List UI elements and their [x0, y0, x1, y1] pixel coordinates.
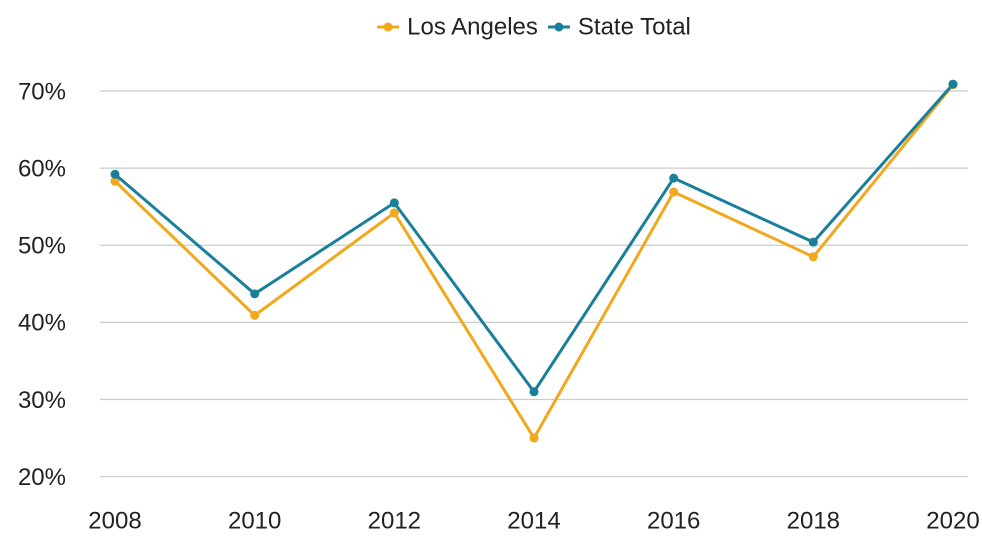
y-tick-label: 40%	[18, 310, 66, 337]
x-tick-label: 2018	[787, 507, 840, 534]
point	[808, 237, 818, 247]
point	[808, 252, 818, 262]
x-tick-label: 2012	[368, 507, 421, 534]
legend: Los Angeles State Total	[377, 13, 691, 40]
x-tick-label: 2008	[88, 507, 141, 534]
point	[669, 173, 679, 183]
x-tick-label: 2010	[228, 507, 281, 534]
point	[529, 387, 539, 397]
point	[250, 310, 260, 320]
point	[389, 198, 399, 208]
point	[948, 79, 958, 89]
legend-item: State Total	[547, 13, 691, 40]
point	[669, 187, 679, 197]
point	[110, 169, 120, 179]
x-tick-label: 2016	[647, 507, 700, 534]
point	[389, 208, 399, 218]
y-tick-label: 70%	[18, 78, 66, 105]
point	[529, 433, 539, 443]
point	[110, 176, 120, 186]
x-tick-label: 2020	[926, 507, 979, 534]
y-tick-label: 20%	[18, 464, 66, 491]
y-tick-label: 60%	[18, 155, 66, 182]
legend-label: State Total	[578, 13, 691, 40]
legend-item: Los Angeles	[377, 13, 538, 40]
y-tick-label: 50%	[18, 233, 66, 260]
legend-swatch-point	[554, 22, 564, 32]
y-tick-label: 30%	[18, 387, 66, 414]
point	[250, 289, 260, 299]
x-tick-label: 2014	[507, 507, 560, 534]
line	[113, 83, 955, 440]
legend-label: Los Angeles	[407, 13, 538, 40]
legend-swatch-point	[383, 22, 393, 32]
